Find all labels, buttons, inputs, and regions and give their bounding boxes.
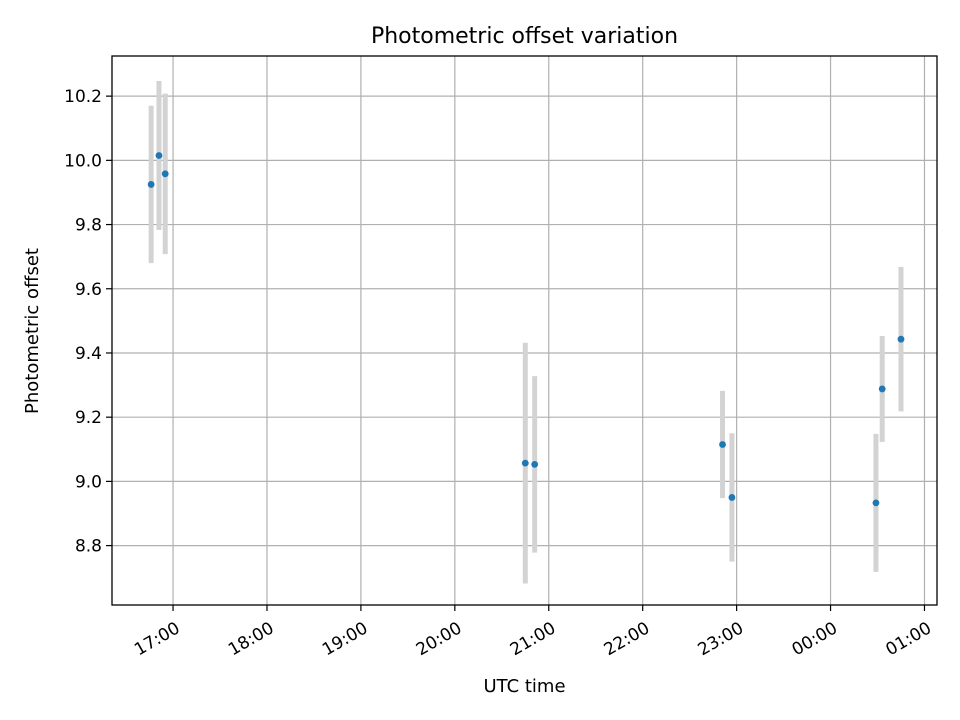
y-axis-label: Photometric offset (22, 248, 43, 414)
data-point (872, 499, 880, 507)
data-point (878, 385, 886, 393)
x-axis-ticks: 17:00 18:00 19:00 20:00 21:00 22:00 23:00 00:00… (131, 605, 935, 660)
x-tick-label: 21:00 (507, 618, 559, 660)
x-tick-label: 18:00 (225, 618, 277, 660)
x-tick-label: 19:00 (319, 618, 371, 660)
y-tick-label: 9.0 (75, 472, 102, 492)
data-point (531, 460, 539, 468)
x-tick-label: 17:00 (131, 618, 183, 660)
data-points (147, 152, 905, 507)
y-axis-ticks: 8.8 9.0 9.2 9.4 9.6 9.8 10.0 10.2 (64, 87, 112, 557)
x-tick-label: 01:00 (883, 618, 935, 660)
y-tick-label: 9.6 (75, 280, 102, 300)
plot-frame (111, 55, 938, 606)
x-tick-label: 20:00 (413, 618, 465, 660)
y-tick-label: 10.2 (64, 87, 102, 107)
y-tick-label: 10.0 (64, 151, 102, 171)
data-point (897, 335, 905, 343)
data-point (719, 441, 726, 448)
x-tick-label: 23:00 (695, 618, 747, 660)
y-tick-label: 9.2 (75, 408, 102, 428)
x-axis-label: UTC time (483, 676, 565, 697)
error-bars (148, 81, 904, 584)
data-point (728, 494, 736, 501)
chart-title: Photometric offset variation (371, 24, 678, 49)
x-tick-label: 22:00 (601, 618, 653, 660)
data-point (147, 181, 155, 188)
y-tick-label: 9.8 (75, 216, 102, 236)
data-point (521, 459, 529, 467)
y-tick-label: 9.4 (75, 344, 102, 364)
data-point (155, 152, 163, 159)
data-point (161, 170, 169, 178)
y-tick-label: 8.8 (75, 537, 102, 557)
x-tick-label: 00:00 (789, 618, 841, 660)
